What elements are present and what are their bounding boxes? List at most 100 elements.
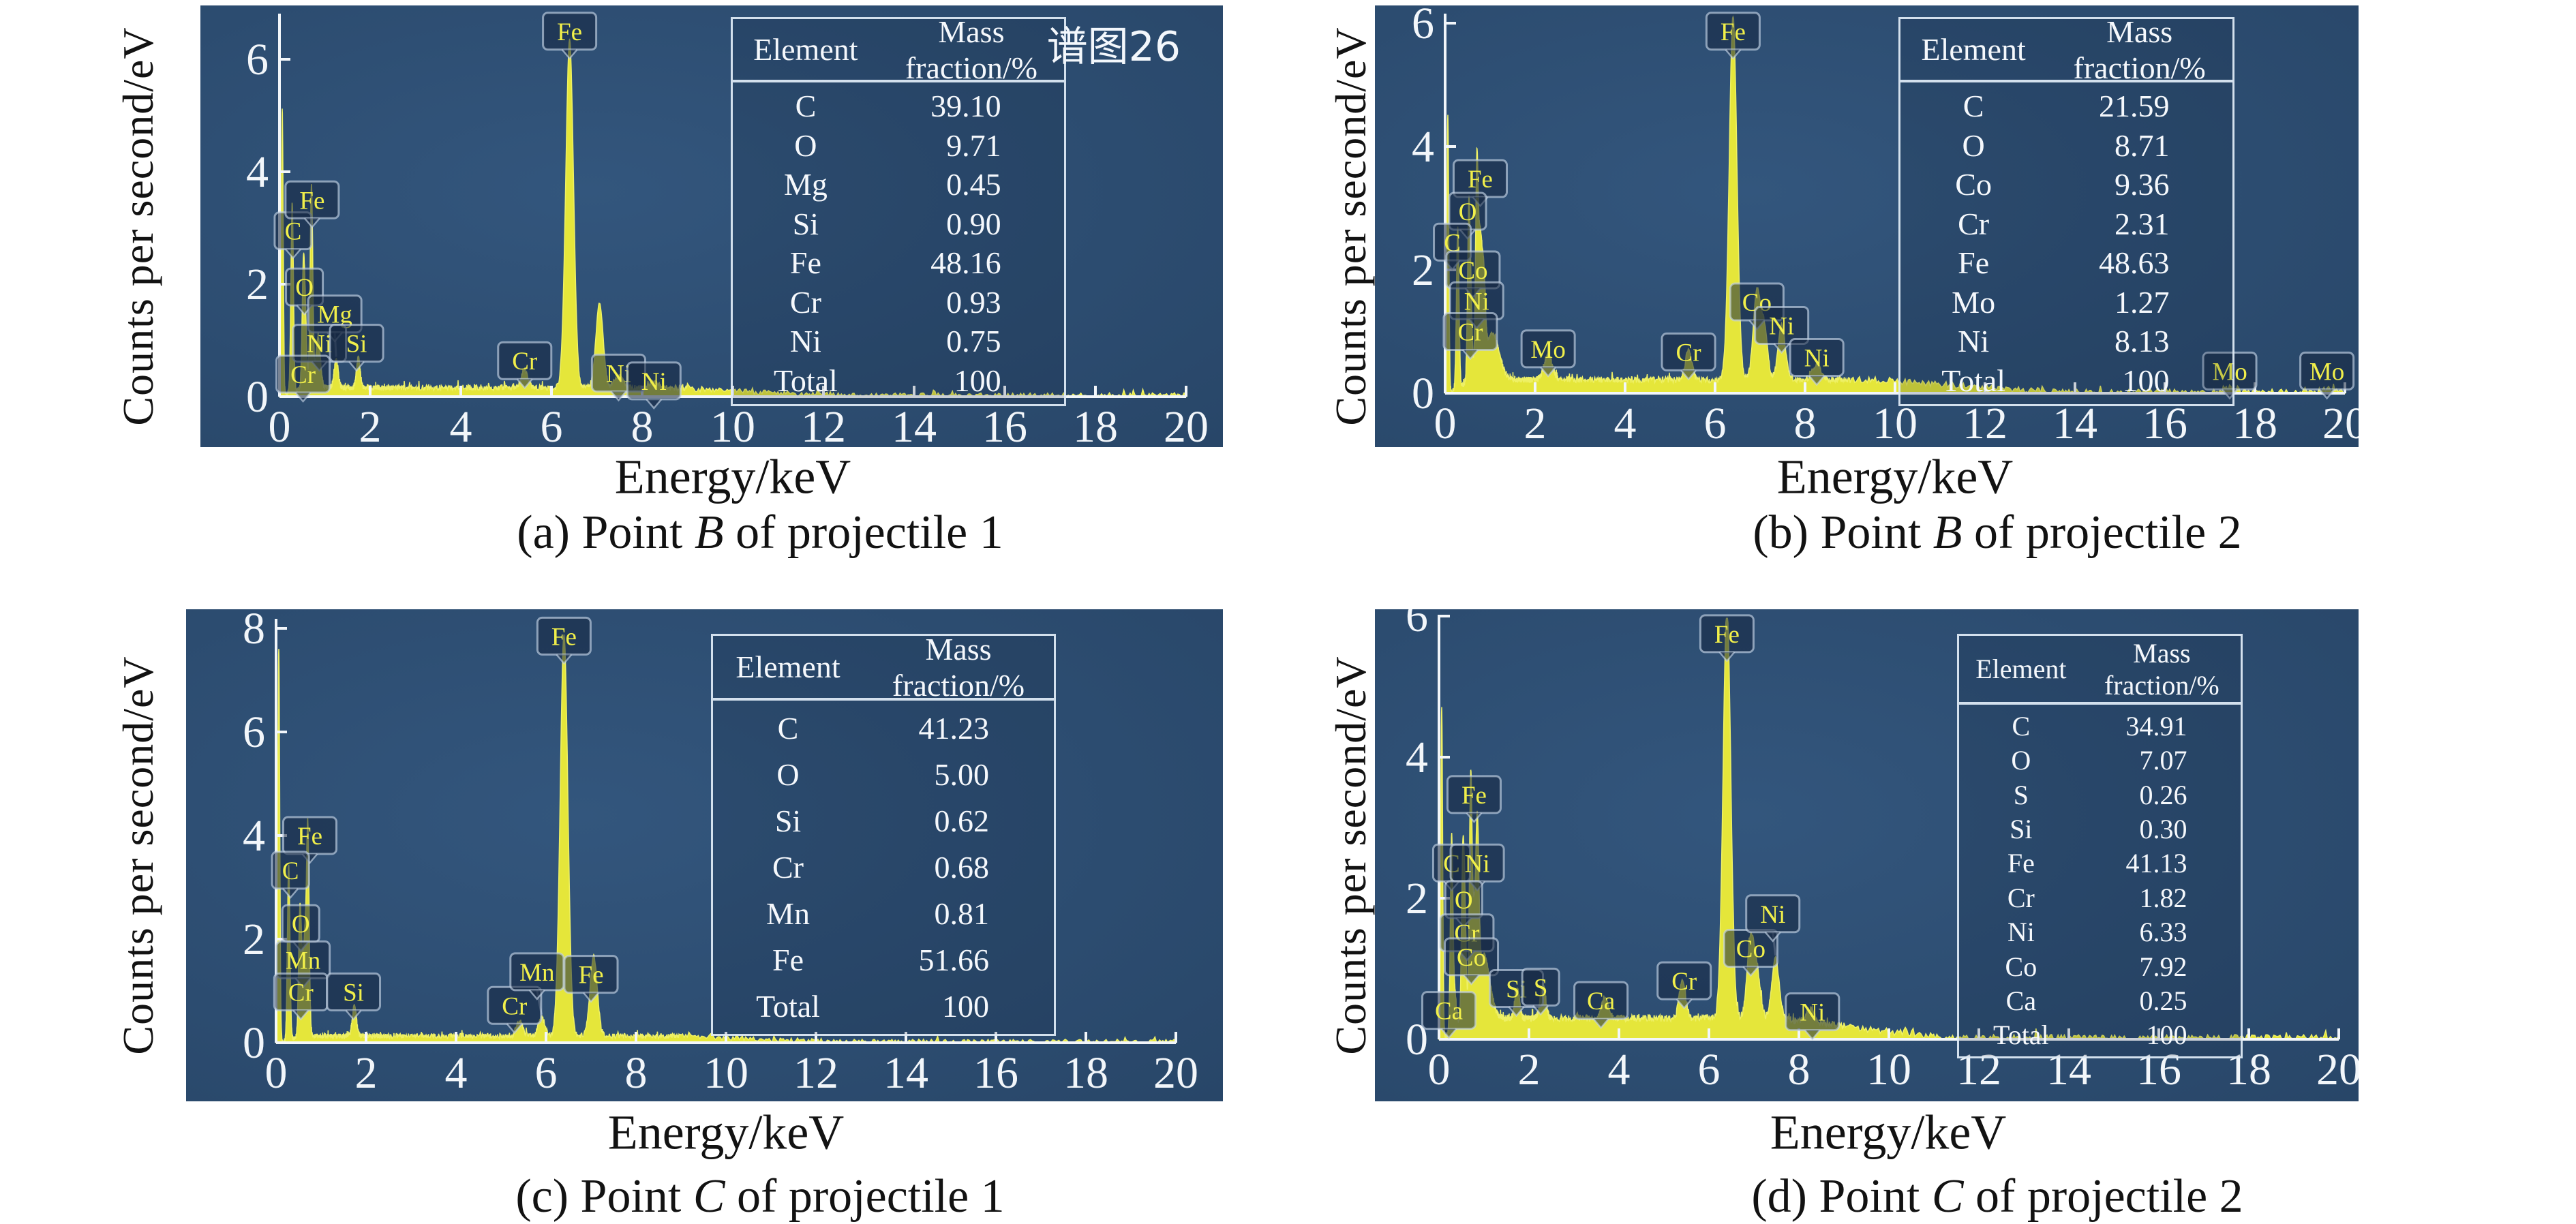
element-cell: Cr bbox=[2007, 882, 2035, 913]
element-cell: Ni bbox=[789, 324, 821, 359]
x-tick-label: 4 bbox=[450, 402, 472, 447]
y-tick-label: 4 bbox=[1406, 733, 1428, 782]
svg-text:Ni: Ni bbox=[1804, 345, 1830, 373]
x-axis-title-c: Energy/keV bbox=[607, 1105, 845, 1160]
x-tick-label: 6 bbox=[1698, 1045, 1721, 1095]
element-cell: S bbox=[2013, 779, 2029, 810]
svg-text:Cr: Cr bbox=[290, 361, 316, 389]
svg-text:Mn: Mn bbox=[519, 959, 554, 987]
x-tick-label: 20 bbox=[2316, 1045, 2359, 1095]
x-tick-label: 4 bbox=[1608, 1045, 1631, 1095]
table-row: O 8.71 bbox=[1900, 126, 2232, 166]
caption-c: (c) Point C of projectile 1 bbox=[515, 1169, 1004, 1224]
header-element: Element bbox=[736, 649, 840, 684]
caption-b-pre: (b) Point bbox=[1753, 506, 1933, 559]
x-tick-label: 12 bbox=[793, 1048, 838, 1098]
x-tick-label: 20 bbox=[2322, 399, 2359, 447]
table-row: Fe 48.16 bbox=[733, 243, 1064, 283]
element-cell: Co bbox=[2005, 951, 2037, 982]
svg-text:Mo: Mo bbox=[2309, 358, 2344, 386]
value-cell: 0.45 bbox=[946, 167, 1001, 202]
x-tick-label: 0 bbox=[1434, 399, 1457, 447]
table-body: C 39.10 O 9.71 Mg 0.45 Si 0.90 Fe 48.16 Cr 0.93 Ni 0.… bbox=[733, 82, 1064, 404]
caption-d-point: C bbox=[1931, 1170, 1964, 1223]
svg-text:Ni: Ni bbox=[1465, 850, 1490, 878]
x-tick-label: 18 bbox=[1063, 1048, 1108, 1098]
x-tick-label: 16 bbox=[2142, 399, 2187, 447]
caption-c-pre: (c) Point bbox=[515, 1170, 693, 1223]
value-cell: 41.13 bbox=[2125, 848, 2187, 879]
element-cell: Ni bbox=[2007, 917, 2035, 948]
value-cell: 51.66 bbox=[918, 943, 990, 978]
svg-text:Cr: Cr bbox=[1671, 968, 1697, 996]
x-tick-label: 14 bbox=[2052, 399, 2097, 447]
svg-text:Ni: Ni bbox=[307, 331, 332, 358]
table-body: C 41.23 O 5.00 Si 0.62 Cr 0.68 Mn 0.81 Fe 51.66 Tota… bbox=[713, 701, 1054, 1034]
element-cell: Mn bbox=[766, 896, 810, 932]
value-cell: 8.71 bbox=[2114, 127, 2170, 163]
table-header: Element Mass fraction/% bbox=[713, 632, 1054, 703]
element-cell: Ni bbox=[1958, 324, 1990, 359]
x-axis-title-b: Energy/keV bbox=[1776, 449, 2014, 504]
element-cell: Cr bbox=[789, 284, 821, 320]
peak-label-Fe: Fe bbox=[1699, 614, 1755, 662]
element-table-b: Element Mass fraction/% C 21.59 O 8.71 Co 9.36 C… bbox=[1898, 14, 2234, 406]
svg-text:S: S bbox=[1534, 974, 1548, 1002]
value-cell: 0.68 bbox=[934, 849, 990, 885]
peak-label-Ni: Ni bbox=[1785, 992, 1840, 1041]
peak-label-Ni: Ni bbox=[1745, 894, 1801, 943]
table-row: Ni 8.13 bbox=[1900, 322, 2232, 361]
table-row: C 34.91 bbox=[1959, 709, 2241, 743]
element-cell: Si bbox=[774, 803, 802, 838]
element-cell: O bbox=[2011, 745, 2031, 776]
peak-label-Ni: Ni bbox=[1789, 338, 1845, 386]
panel-a-spectrum: 谱图26 0 2 4 6 8 10 12 14 16 18 20 0 2 4 6 Fe C Fe O Mg Ni Si Cr… bbox=[200, 5, 1223, 447]
peak-label-S: S bbox=[1521, 967, 1560, 1016]
table-row: O 5.00 bbox=[713, 751, 1054, 797]
table-row: O 9.71 bbox=[733, 126, 1064, 166]
value-cell: 0.75 bbox=[946, 324, 1001, 359]
peak-label-Mo: Mo bbox=[1520, 329, 1576, 378]
x-tick-label: 4 bbox=[1614, 399, 1637, 447]
peak-label-Mo: Mo bbox=[2202, 351, 2258, 400]
y-tick-label: 4 bbox=[246, 147, 269, 197]
peak-label-Ni: Ni bbox=[1754, 305, 1810, 354]
x-tick-label: 4 bbox=[445, 1048, 468, 1098]
element-cell: O bbox=[776, 756, 800, 792]
svg-text:O: O bbox=[292, 911, 310, 938]
caption-c-post: of projectile 1 bbox=[725, 1170, 1005, 1223]
table-row: Si 0.30 bbox=[1959, 812, 2241, 846]
table-header: Element Mass fraction/% bbox=[1959, 636, 2241, 705]
element-cell: Cr bbox=[1958, 206, 1990, 241]
x-tick-label: 0 bbox=[1428, 1045, 1451, 1095]
svg-text:Ca: Ca bbox=[1435, 998, 1463, 1026]
svg-text:Cr: Cr bbox=[502, 992, 527, 1020]
y-tick-label: 6 bbox=[1406, 609, 1428, 641]
svg-text:O: O bbox=[1459, 198, 1477, 226]
value-cell: 41.23 bbox=[918, 710, 990, 746]
table-row: Mn 0.81 bbox=[713, 891, 1054, 937]
table-row: Ni 0.75 bbox=[733, 322, 1064, 361]
spectrum-plot-d: 024681012141618200246FeFeCNiOCrCoCaSiSCa… bbox=[1375, 609, 2359, 1101]
svg-text:Fe: Fe bbox=[1461, 782, 1487, 810]
svg-text:Fe: Fe bbox=[557, 18, 582, 46]
value-cell: 21.59 bbox=[2098, 89, 2170, 124]
table-row: Ca 0.25 bbox=[1959, 983, 2241, 1018]
peak-label-Fe: Fe bbox=[284, 180, 340, 229]
y-tick-label: 2 bbox=[1412, 245, 1434, 295]
x-tick-label: 20 bbox=[1164, 402, 1209, 447]
element-cell: Total bbox=[1993, 1020, 2049, 1051]
header-mass-fraction: Mass fraction/% bbox=[892, 631, 1025, 703]
y-tick-label: 6 bbox=[1412, 5, 1434, 48]
x-tick-label: 2 bbox=[1524, 399, 1547, 447]
caption-d-pre: (d) Point bbox=[1751, 1170, 1932, 1223]
y-tick-label: 2 bbox=[246, 260, 269, 309]
peak-label-Si: Si bbox=[326, 973, 382, 1021]
table-row: Co 9.36 bbox=[1900, 165, 2232, 204]
svg-text:C: C bbox=[285, 218, 302, 246]
element-cell: Cr bbox=[772, 849, 804, 885]
peak-label-Cr: Cr bbox=[487, 985, 543, 1035]
x-tick-label: 8 bbox=[625, 1048, 648, 1098]
x-tick-label: 8 bbox=[1794, 399, 1817, 447]
